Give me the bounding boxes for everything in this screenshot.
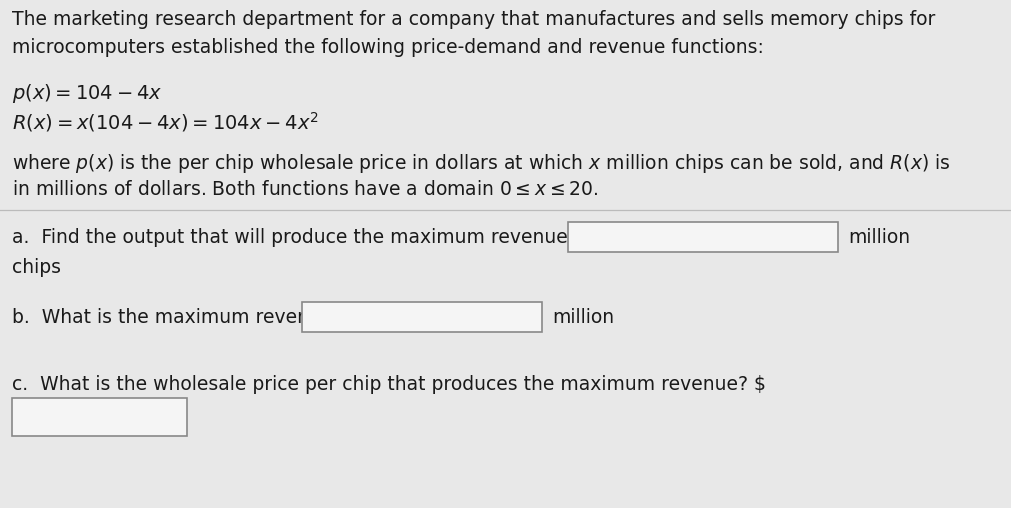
Text: million: million	[848, 228, 910, 247]
Text: $p(x) = 104 - 4x$: $p(x) = 104 - 4x$	[12, 82, 163, 105]
Text: a.  Find the output that will produce the maximum revenue.: a. Find the output that will produce the…	[12, 228, 573, 247]
Text: in millions of dollars. Both functions have a domain $0 \leq x \leq 20$.: in millions of dollars. Both functions h…	[12, 180, 599, 199]
Text: $R(x) = x(104 - 4x) = 104x - 4x^2$: $R(x) = x(104 - 4x) = 104x - 4x^2$	[12, 110, 318, 134]
Text: c.  What is the wholesale price per chip that produces the maximum revenue? $: c. What is the wholesale price per chip …	[12, 375, 766, 394]
Text: The marketing research department for a company that manufactures and sells memo: The marketing research department for a …	[12, 10, 935, 29]
FancyBboxPatch shape	[568, 222, 838, 252]
Text: where $p(x)$ is the per chip wholesale price in dollars at which $x$ million chi: where $p(x)$ is the per chip wholesale p…	[12, 152, 950, 175]
Text: b.  What is the maximum revenue? $: b. What is the maximum revenue? $	[12, 308, 360, 327]
Text: microcomputers established the following price-demand and revenue functions:: microcomputers established the following…	[12, 38, 764, 57]
Text: chips: chips	[12, 258, 61, 277]
Text: million: million	[552, 308, 614, 327]
FancyBboxPatch shape	[302, 302, 542, 332]
FancyBboxPatch shape	[12, 398, 187, 436]
